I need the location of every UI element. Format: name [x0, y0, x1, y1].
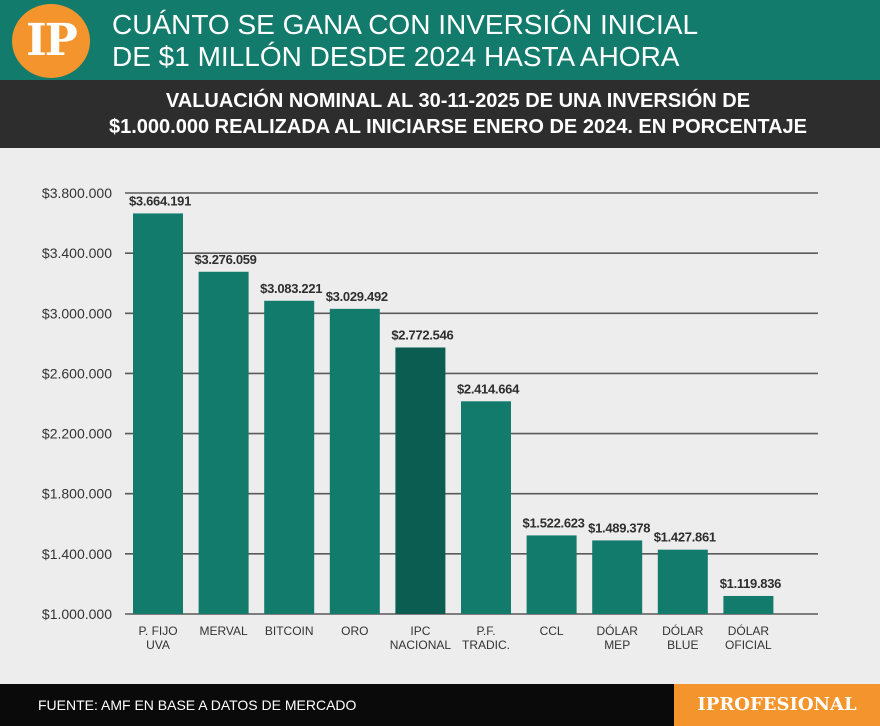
header-band: IP CUÁNTO SE GANA CON INVERSIÓN INICIAL … [0, 0, 880, 80]
data-label: $2.414.664 [457, 381, 520, 396]
title-line-2: DE $1 MILLÓN DESDE 2024 HASTA AHORA [112, 41, 680, 72]
subtitle-band: VALUACIÓN NOMINAL AL 30-11-2025 DE UNA I… [0, 80, 880, 148]
chart-subtitle: VALUACIÓN NOMINAL AL 30-11-2025 DE UNA I… [98, 88, 818, 140]
x-tick-label: MERVAL [199, 624, 248, 638]
x-tick-label: OFICIAL [725, 638, 772, 652]
x-tick-label: CCL [540, 624, 564, 638]
bar [657, 549, 708, 614]
x-tick-label: DÓLAR [662, 623, 704, 638]
ip-logo: IP [12, 4, 90, 78]
x-tick-label: BITCOIN [265, 624, 314, 638]
data-label: $3.276.059 [195, 252, 257, 267]
y-tick-label: $3.800.000 [42, 185, 112, 201]
data-label: $1.522.623 [523, 515, 585, 530]
y-tick-label: $1.000.000 [42, 606, 112, 622]
footer-band: FUENTE: AMF EN BASE A DATOS DE MERCADO I… [0, 684, 880, 726]
bar [461, 401, 511, 614]
bar [526, 535, 577, 614]
bar [723, 595, 774, 614]
y-tick-label: $1.800.000 [42, 486, 112, 502]
brand-logo: IPROFESIONAL [674, 684, 880, 726]
x-tick-label: DÓLAR [728, 623, 770, 638]
data-label: $1.119.836 [720, 576, 781, 591]
x-tick-label: P.F. [476, 624, 495, 638]
x-tick-label: NACIONAL [390, 638, 452, 652]
x-tick-label: TRADIC. [462, 638, 510, 652]
data-label: $1.489.378 [588, 520, 650, 535]
x-tick-label: ORO [341, 624, 368, 638]
x-tick-label: DÓLAR [597, 623, 639, 638]
x-tick-label: MEP [604, 638, 630, 652]
data-label: $3.029.492 [326, 289, 388, 304]
bar-chart: $1.000.000 $1.400.000 $1.800.000 $2.200.000… [42, 185, 818, 652]
x-tick-label: P. FIJO [138, 624, 177, 638]
y-tick-label: $2.600.000 [42, 365, 112, 381]
title-line-1: CUÁNTO SE GANA CON INVERSIÓN INICIAL [112, 9, 699, 40]
bar [395, 347, 446, 614]
data-label: $3.664.191 [129, 193, 191, 208]
x-tick-label: BLUE [667, 638, 698, 652]
bar [592, 540, 643, 614]
y-tick-label: $3.000.000 [42, 305, 112, 321]
y-tick-label: $3.400.000 [42, 245, 112, 261]
bar [329, 308, 380, 614]
x-tick-label: IPC [410, 624, 430, 638]
data-label: $2.772.546 [391, 327, 453, 342]
bar [133, 213, 183, 614]
subtitle-line-1: VALUACIÓN NOMINAL AL 30-11-2025 DE UNA I… [165, 90, 751, 112]
bar [198, 271, 249, 614]
source-note: FUENTE: AMF EN BASE A DATOS DE MERCADO [38, 697, 357, 713]
y-tick-label: $1.400.000 [42, 546, 112, 562]
x-tick-label: UVA [146, 638, 170, 652]
y-tick-label: $2.200.000 [42, 426, 112, 442]
subtitle-line-2: $1.000.000 REALIZADA AL INICIARSE ENERO … [109, 116, 807, 138]
data-label: $1.427.861 [654, 530, 716, 545]
data-label: $3.083.221 [260, 281, 322, 296]
page-title: CUÁNTO SE GANA CON INVERSIÓN INICIAL DE … [112, 9, 698, 73]
bar [264, 300, 315, 614]
